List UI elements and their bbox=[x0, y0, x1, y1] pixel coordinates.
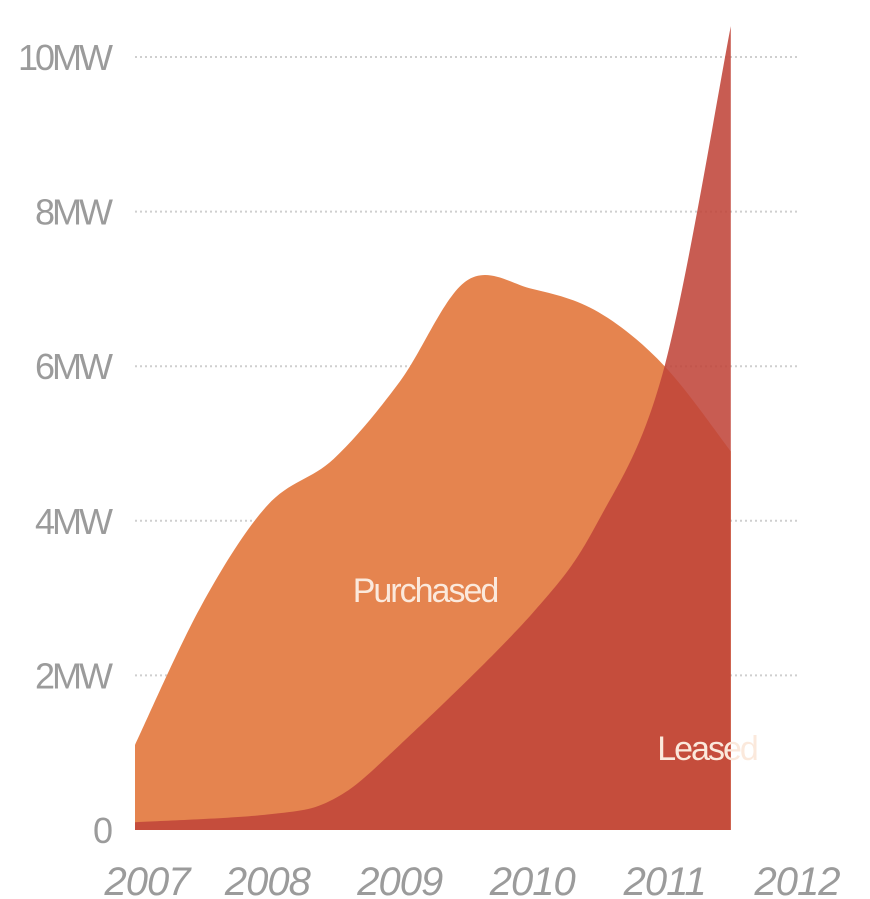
x-tick-label: 2007 bbox=[104, 860, 193, 899]
y-tick-label: 10MW bbox=[18, 37, 113, 78]
y-tick-label: 4MW bbox=[35, 501, 113, 542]
y-tick-label: 2MW bbox=[35, 655, 113, 696]
series-label-leased: Leased bbox=[657, 730, 757, 768]
x-tick-label: 2009 bbox=[356, 860, 443, 899]
x-tick-label: 2010 bbox=[489, 860, 576, 899]
x-tick-label: 2012 bbox=[754, 860, 841, 899]
x-tick-label: 2008 bbox=[224, 860, 312, 899]
area-leased bbox=[135, 26, 731, 830]
series-label-purchased: Purchased bbox=[353, 572, 498, 610]
y-tick-label: 8MW bbox=[35, 192, 113, 233]
x-axis-ticks: 2007 2008 2009 2010 2011 2012 bbox=[104, 860, 842, 899]
y-axis-ticks: 0 2MW 4MW 6MW 8MW 10MW bbox=[18, 37, 116, 851]
y-tick-label: 6MW bbox=[35, 346, 113, 387]
chart-areas bbox=[135, 26, 731, 830]
y-tick-label: 0 bbox=[93, 810, 112, 851]
x-tick-label: 2011 bbox=[623, 860, 706, 899]
series-labels: Purchased Leased bbox=[353, 572, 759, 768]
